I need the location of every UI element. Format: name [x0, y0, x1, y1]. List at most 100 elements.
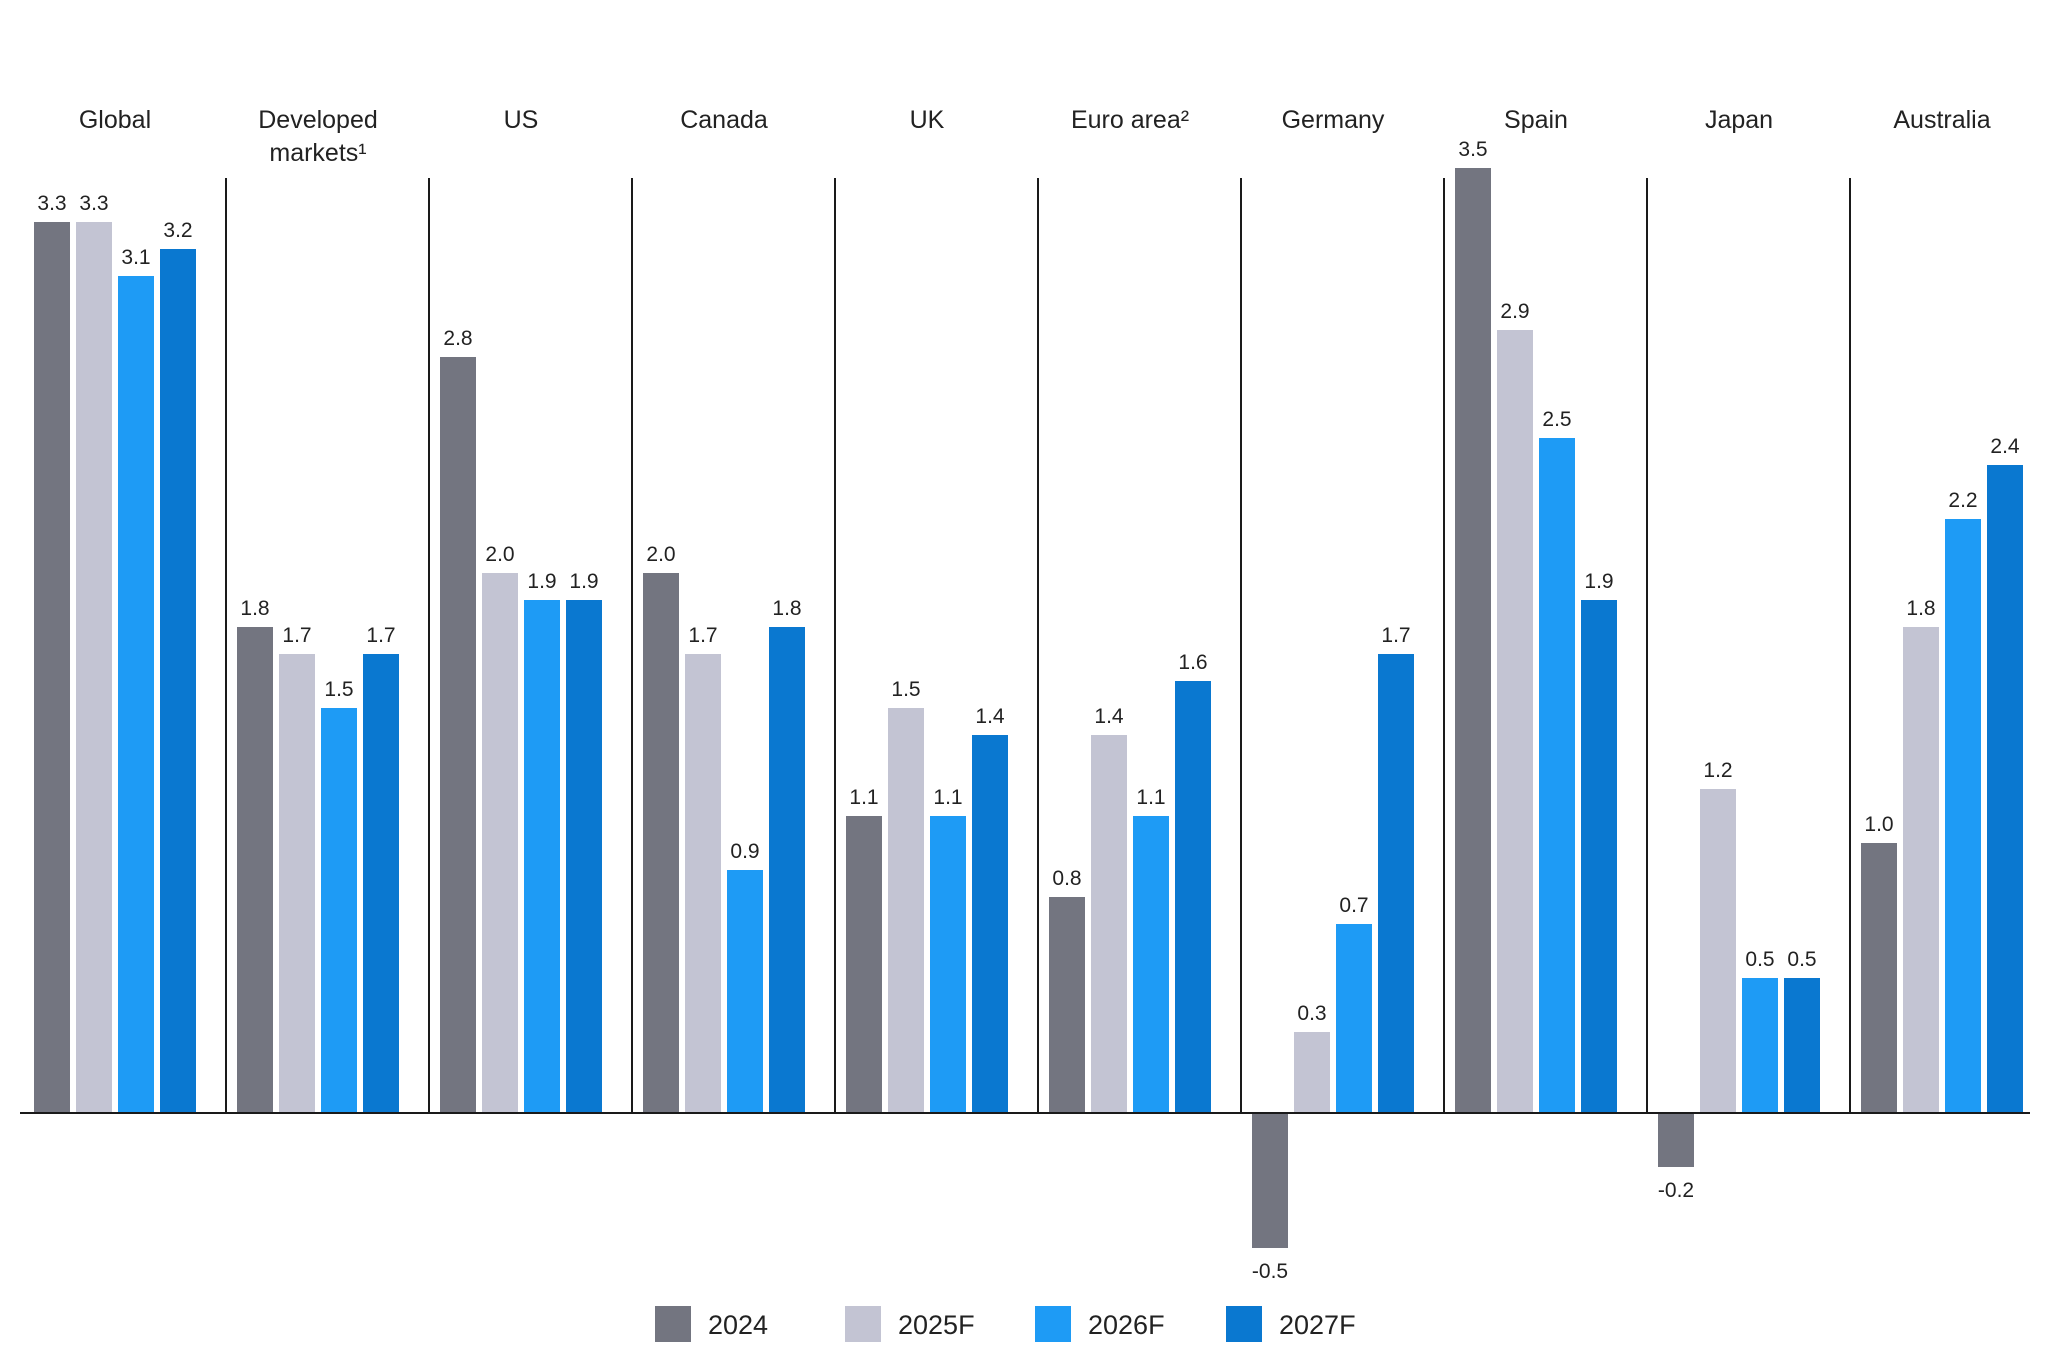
- category-label: Euro area²: [1071, 106, 1189, 134]
- category-label: Spain: [1504, 106, 1568, 134]
- bar: [1784, 978, 1820, 1113]
- legend-swatch: [1035, 1306, 1071, 1342]
- legend-swatch: [1226, 1306, 1262, 1342]
- bars-layer: [34, 168, 2023, 1248]
- data-label: -0.5: [1252, 1260, 1288, 1283]
- bar: [1091, 735, 1127, 1113]
- data-label: 3.1: [121, 246, 150, 269]
- legend: 2024 2025F 2026F 2027F: [655, 1306, 1356, 1342]
- data-label: 1.8: [772, 597, 801, 620]
- legend-label: 2025F: [898, 1310, 975, 1340]
- data-label: 3.2: [163, 219, 192, 242]
- category-label: Japan: [1705, 106, 1773, 134]
- bar: [1742, 978, 1778, 1113]
- data-label: 2.8: [443, 327, 472, 350]
- bar: [440, 357, 476, 1113]
- data-label: 1.9: [1584, 570, 1613, 593]
- bar: [1700, 789, 1736, 1113]
- bar: [769, 627, 805, 1113]
- bar: [643, 573, 679, 1113]
- data-label: 1.1: [933, 786, 962, 809]
- category-labels-layer: Global Developed markets¹ US Canada UK Euro ar…: [79, 106, 1991, 167]
- bar: [1861, 843, 1897, 1113]
- data-label: 1.4: [1094, 705, 1124, 728]
- data-label: 2.2: [1948, 489, 1977, 512]
- bar: [846, 816, 882, 1113]
- category-label: Germany: [1282, 106, 1385, 134]
- legend-label: 2024: [708, 1310, 768, 1340]
- value-labels-layer: 3.3 3.3 3.1 3.2 1.8 1.7 1.5 1.7 2.8 2.0 1.9 1.9 2.0 1…: [37, 138, 2020, 1283]
- data-label: 1.9: [527, 570, 556, 593]
- bar: [1945, 519, 1981, 1113]
- legend-swatch: [655, 1306, 691, 1342]
- bar: [888, 708, 924, 1113]
- bar: [524, 600, 560, 1113]
- bar: [1133, 816, 1169, 1113]
- data-label: 1.7: [282, 624, 311, 647]
- bar: [1049, 897, 1085, 1113]
- data-label: 0.7: [1339, 894, 1368, 917]
- data-label: 1.2: [1703, 759, 1732, 782]
- data-label: 1.7: [688, 624, 717, 647]
- data-label: 3.3: [79, 192, 108, 215]
- bar: [1903, 627, 1939, 1113]
- category-label: Global: [79, 106, 151, 134]
- data-label: 0.9: [730, 840, 759, 863]
- bar: [566, 600, 602, 1113]
- bar: [1581, 600, 1617, 1113]
- data-label: 1.5: [324, 678, 353, 701]
- data-label: 0.5: [1745, 948, 1774, 971]
- data-label: 1.8: [240, 597, 269, 620]
- bar: [727, 870, 763, 1113]
- data-label: 1.1: [849, 786, 878, 809]
- bar: [1336, 924, 1372, 1113]
- data-label: 2.5: [1542, 408, 1571, 431]
- data-label: 1.4: [975, 705, 1005, 728]
- legend-label: 2027F: [1279, 1310, 1356, 1340]
- category-label: UK: [910, 106, 945, 134]
- bar: [321, 708, 357, 1113]
- bar: [1455, 168, 1491, 1113]
- data-label: 2.9: [1500, 300, 1529, 323]
- data-label: 1.0: [1864, 813, 1893, 836]
- bar: [1294, 1032, 1330, 1113]
- data-label: 1.8: [1906, 597, 1935, 620]
- data-label: 2.0: [485, 543, 514, 566]
- category-label: Canada: [680, 106, 768, 134]
- data-label: 1.6: [1178, 651, 1207, 674]
- data-label: 1.5: [891, 678, 920, 701]
- data-label: 0.5: [1787, 948, 1816, 971]
- bar: [972, 735, 1008, 1113]
- bar: [1539, 438, 1575, 1113]
- data-label: 2.4: [1990, 435, 2020, 458]
- bar: [482, 573, 518, 1113]
- bar: [237, 627, 273, 1113]
- bar: [76, 222, 112, 1113]
- legend-label: 2026F: [1088, 1310, 1165, 1340]
- data-label: 1.9: [569, 570, 598, 593]
- bar: [160, 249, 196, 1113]
- legend-swatch: [845, 1306, 881, 1342]
- bar: [1658, 1113, 1694, 1167]
- data-label: -0.2: [1658, 1179, 1694, 1202]
- bar: [1987, 465, 2023, 1113]
- data-label: 3.3: [37, 192, 66, 215]
- bar: [279, 654, 315, 1113]
- data-label: 3.5: [1458, 138, 1487, 161]
- data-label: 1.7: [1381, 624, 1410, 647]
- bar: [1497, 330, 1533, 1113]
- data-label: 0.8: [1052, 867, 1081, 890]
- bar: [363, 654, 399, 1113]
- data-label: 1.1: [1136, 786, 1165, 809]
- data-label: 2.0: [646, 543, 675, 566]
- bar: [118, 276, 154, 1113]
- data-label: 1.7: [366, 624, 395, 647]
- bar: [685, 654, 721, 1113]
- data-label: 0.3: [1297, 1002, 1326, 1025]
- category-label: US: [504, 106, 539, 134]
- category-label: Australia: [1893, 106, 1990, 134]
- bar: [1378, 654, 1414, 1113]
- bar: [34, 222, 70, 1113]
- bar: [1175, 681, 1211, 1113]
